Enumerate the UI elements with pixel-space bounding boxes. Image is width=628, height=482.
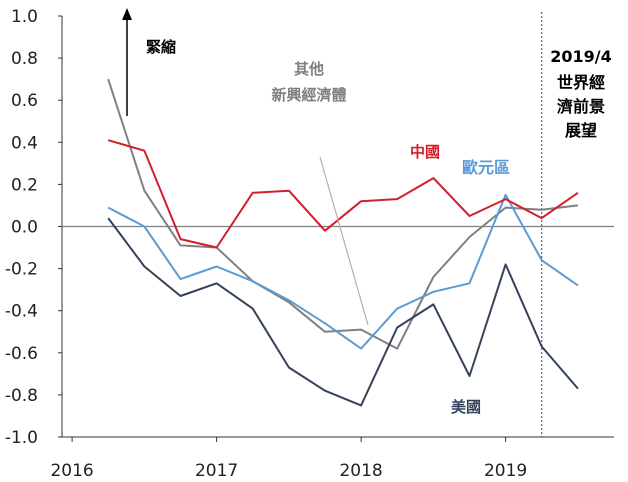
outlook-label-line2: 世界經 (557, 73, 605, 92)
x-tick-labels: 2016 2017 2018 2019 (50, 437, 527, 481)
outlook-label-line4: 展望 (565, 121, 597, 140)
series-line-1 (107, 193, 579, 350)
y-tick-label: 0.6 (11, 91, 38, 111)
y-tick-label: 0.4 (11, 133, 38, 153)
outlook-label-line3: 濟前景 (557, 97, 605, 116)
tightening-label: 緊縮 (146, 38, 176, 56)
y-tick-label: 1.0 (11, 7, 38, 27)
euro-label: 歐元區 (462, 158, 510, 177)
y-tick-label: -0.4 (5, 302, 38, 322)
other-em-pointer-line (319, 156, 369, 326)
tightening-arrow-head (122, 8, 132, 20)
outlook-label-line1: 2019/4 (550, 47, 612, 66)
x-tick-label: 2016 (50, 461, 93, 481)
y-tick-label: -0.8 (5, 386, 38, 406)
y-tick-label: 0.8 (11, 49, 38, 69)
x-tick-label: 2019 (484, 461, 527, 481)
y-tick-label: -1.0 (5, 428, 38, 448)
x-tick-label: 2017 (195, 461, 238, 481)
y-tick-label: -0.2 (5, 260, 38, 280)
series-lines (107, 78, 579, 407)
other-em-label-line1: 其他 (294, 60, 324, 78)
x-tick-label: 2018 (339, 461, 382, 481)
y-tick-label: 0.2 (11, 175, 38, 195)
other-em-label-line2: 新興經濟體 (271, 86, 346, 104)
series-line-0 (107, 139, 579, 249)
y-tick-label: -0.6 (5, 344, 38, 364)
china-label: 中國 (410, 143, 440, 161)
series-line-3 (107, 78, 579, 350)
us-label: 美國 (451, 398, 481, 416)
y-tick-labels: 1.0 0.8 0.6 0.4 0.2 0.0 -0.2 -0.4 -0.6 -0.8 -1.0 (5, 7, 62, 448)
y-tick-label: 0.0 (11, 218, 38, 238)
series-line-2 (107, 217, 579, 407)
